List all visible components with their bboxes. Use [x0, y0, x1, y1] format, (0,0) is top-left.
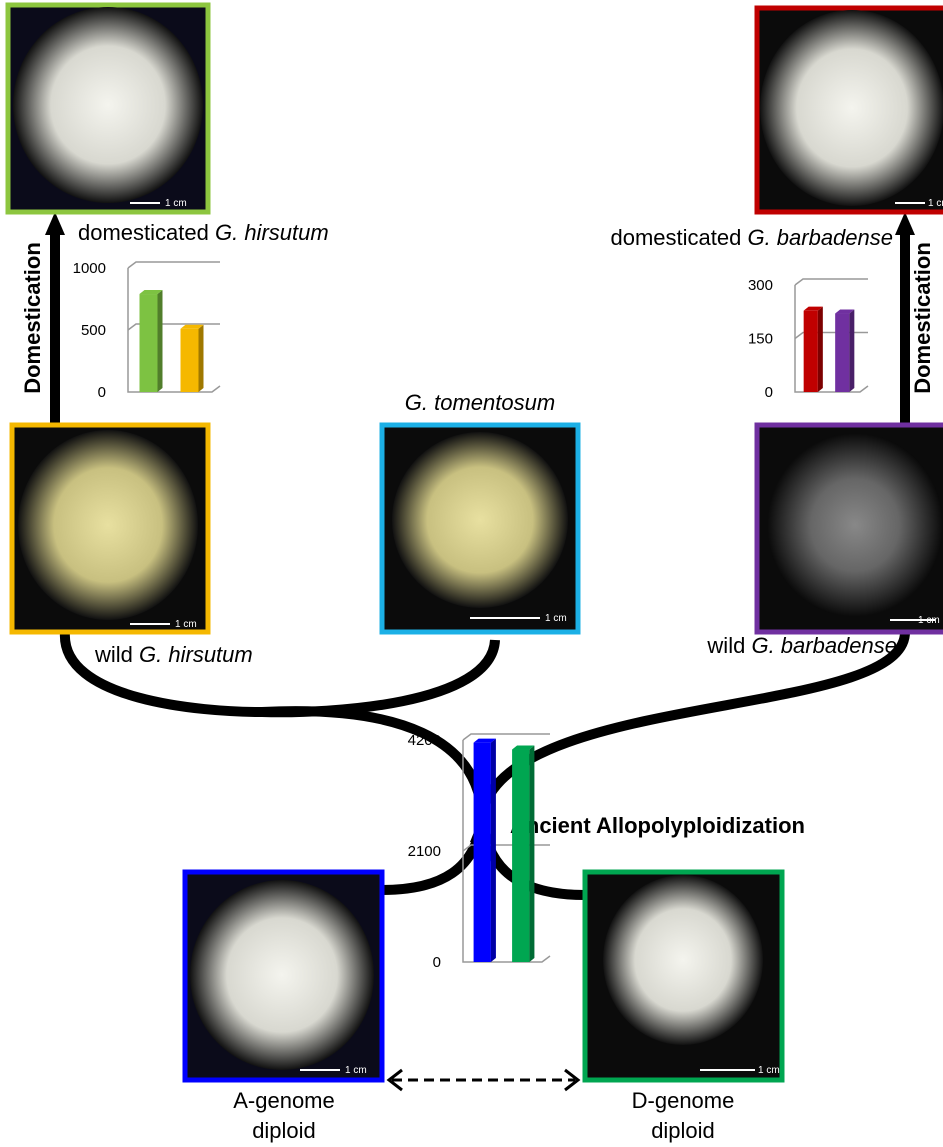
fiber: [392, 432, 568, 608]
bar-side: [849, 310, 854, 392]
y-tick-label: 0: [765, 384, 773, 401]
scale-label: 1 cm: [928, 198, 943, 209]
bar: [474, 743, 491, 962]
y-tick-label: 0: [433, 954, 441, 971]
arrow-label: Ancient Allopolyploidization: [510, 813, 805, 838]
bar: [140, 294, 158, 392]
fiber: [767, 433, 943, 617]
grid-line: [128, 262, 220, 268]
bar-side: [491, 739, 496, 962]
node-label: G. tomentosum: [405, 390, 555, 415]
grid-line: [463, 734, 550, 740]
arrowhead: [895, 212, 915, 235]
prefix: domesticated: [78, 220, 209, 245]
scale-label: 1 cm: [165, 198, 187, 209]
bar: [512, 750, 529, 962]
y-tick-label: 500: [81, 322, 106, 339]
scale-label: 1 cm: [175, 619, 197, 630]
scale-label: 1 cm: [758, 1065, 780, 1076]
y-tick-label: 0: [98, 384, 106, 401]
node-label: wild G. barbadense: [706, 633, 897, 658]
bar: [181, 329, 199, 392]
arrow-label: Domestication: [20, 242, 45, 394]
bar-side: [818, 307, 823, 392]
node-label: D-genome: [632, 1088, 735, 1113]
y-tick-label: 300: [748, 277, 773, 294]
node-label: diploid: [651, 1118, 715, 1143]
node-label: A-genome: [233, 1088, 335, 1113]
bar-side: [199, 325, 204, 392]
fiber: [18, 430, 198, 620]
fiber: [760, 10, 943, 206]
prefix: wild: [706, 633, 745, 658]
fiber: [190, 880, 374, 1070]
species: G. hirsutum: [215, 220, 329, 245]
y-tick-label: 4200: [408, 732, 441, 749]
y-tick-label: 1000: [73, 260, 106, 277]
species: G. barbadense: [751, 633, 897, 658]
species: G. hirsutum: [139, 642, 253, 667]
y-tick-label: 150: [748, 331, 773, 348]
prefix: domesticated: [610, 225, 741, 250]
arrowhead: [45, 212, 65, 235]
scale-label: 1 cm: [918, 615, 940, 626]
node-label: wild G. hirsutum: [94, 642, 253, 667]
arrow-label: Domestication: [910, 242, 935, 394]
figure: 1 cm 1 cm 1 cm 1 cm 1 cm 1 cm 1 cm domes…: [0, 0, 943, 1147]
bar-side: [529, 746, 534, 962]
scale-label: 1 cm: [545, 613, 567, 624]
species: G. barbadense: [747, 225, 893, 250]
y-tick-label: 2100: [408, 843, 441, 860]
node-label: diploid: [252, 1118, 316, 1143]
node-label: domesticated G. hirsutum: [78, 220, 329, 245]
grid-line: [795, 279, 868, 285]
bar-side: [158, 290, 163, 392]
fiber: [603, 875, 763, 1045]
scale-label: 1 cm: [345, 1065, 367, 1076]
fiber: [13, 7, 203, 203]
bar: [835, 314, 849, 392]
prefix: wild: [94, 642, 133, 667]
node-label: domesticated G. barbadense: [610, 225, 893, 250]
dashed-arrow: [389, 1070, 578, 1090]
bar: [804, 311, 818, 392]
